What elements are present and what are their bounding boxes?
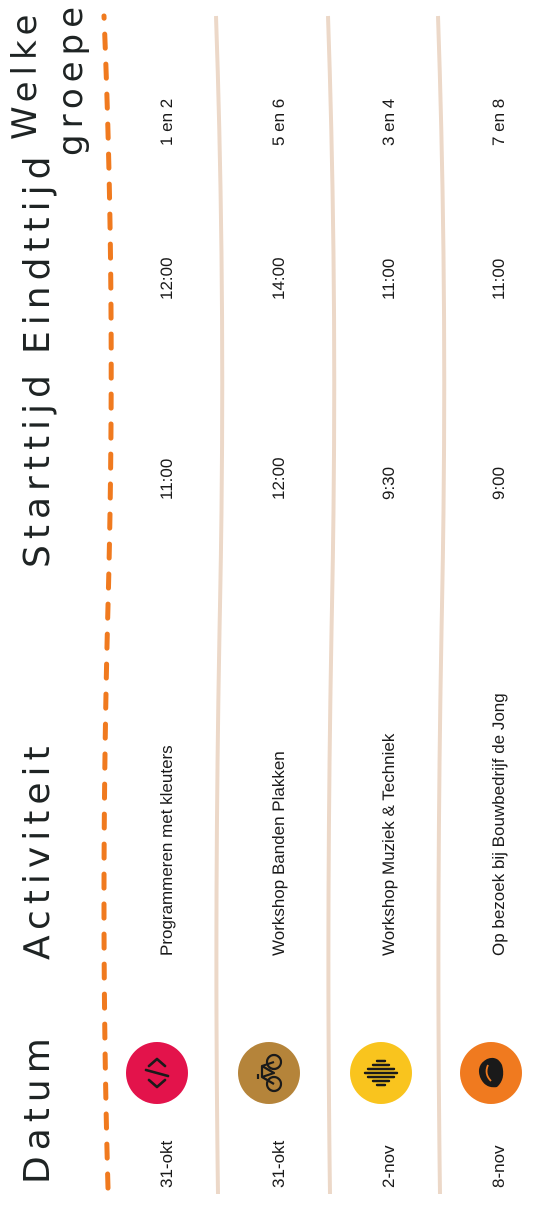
row2-activiteit: Workshop Banden Plakken xyxy=(269,751,288,956)
header-activiteit: Activiteit xyxy=(17,740,58,960)
row4-eind: 11:00 xyxy=(489,258,508,300)
bicycle-icon xyxy=(238,1042,300,1104)
row3-eind: 11:00 xyxy=(379,258,398,300)
row1-start: 11:00 xyxy=(157,458,176,500)
row1-groepen: 1 en 2 xyxy=(157,98,176,146)
header-groepen-line2: groepen xyxy=(51,0,91,156)
row3-activiteit: Workshop Muziek & Techniek xyxy=(379,733,398,956)
header-groepen-line1: Welke xyxy=(5,8,45,140)
row1-activiteit: Programmeren met kleuters xyxy=(157,745,176,956)
row3-datum: 2-nov xyxy=(379,1145,398,1188)
row-divider-2 xyxy=(326,15,337,1195)
row2-start: 12:00 xyxy=(269,457,288,500)
row4-activiteit: Op bezoek bij Bouwbedrijf de Jong xyxy=(489,693,508,956)
row2-groepen: 5 en 6 xyxy=(269,98,288,146)
row4-groepen: 7 en 8 xyxy=(489,98,508,146)
row2-datum: 31-okt xyxy=(269,1140,288,1188)
row-divider-3 xyxy=(436,15,447,1195)
row3-groepen: 3 en 4 xyxy=(379,98,398,146)
header-starttijd: Starttijd xyxy=(17,369,58,568)
row1-datum: 31-okt xyxy=(157,1140,176,1188)
row2-eind: 14:00 xyxy=(269,257,288,300)
row3-start: 9:30 xyxy=(379,466,398,500)
header-eindtijd: Eindttijd xyxy=(17,150,58,354)
row4-start: 9:00 xyxy=(489,466,508,500)
header-dashed-divider xyxy=(101,13,114,1191)
code-icon xyxy=(126,1042,188,1104)
soundwave-icon xyxy=(350,1042,412,1104)
row1-eind: 12:00 xyxy=(157,257,176,300)
row-divider-1 xyxy=(214,15,225,1195)
row4-datum: 8-nov xyxy=(489,1145,508,1188)
header-datum: Datum xyxy=(17,1032,58,1184)
stone-icon xyxy=(460,1042,522,1104)
